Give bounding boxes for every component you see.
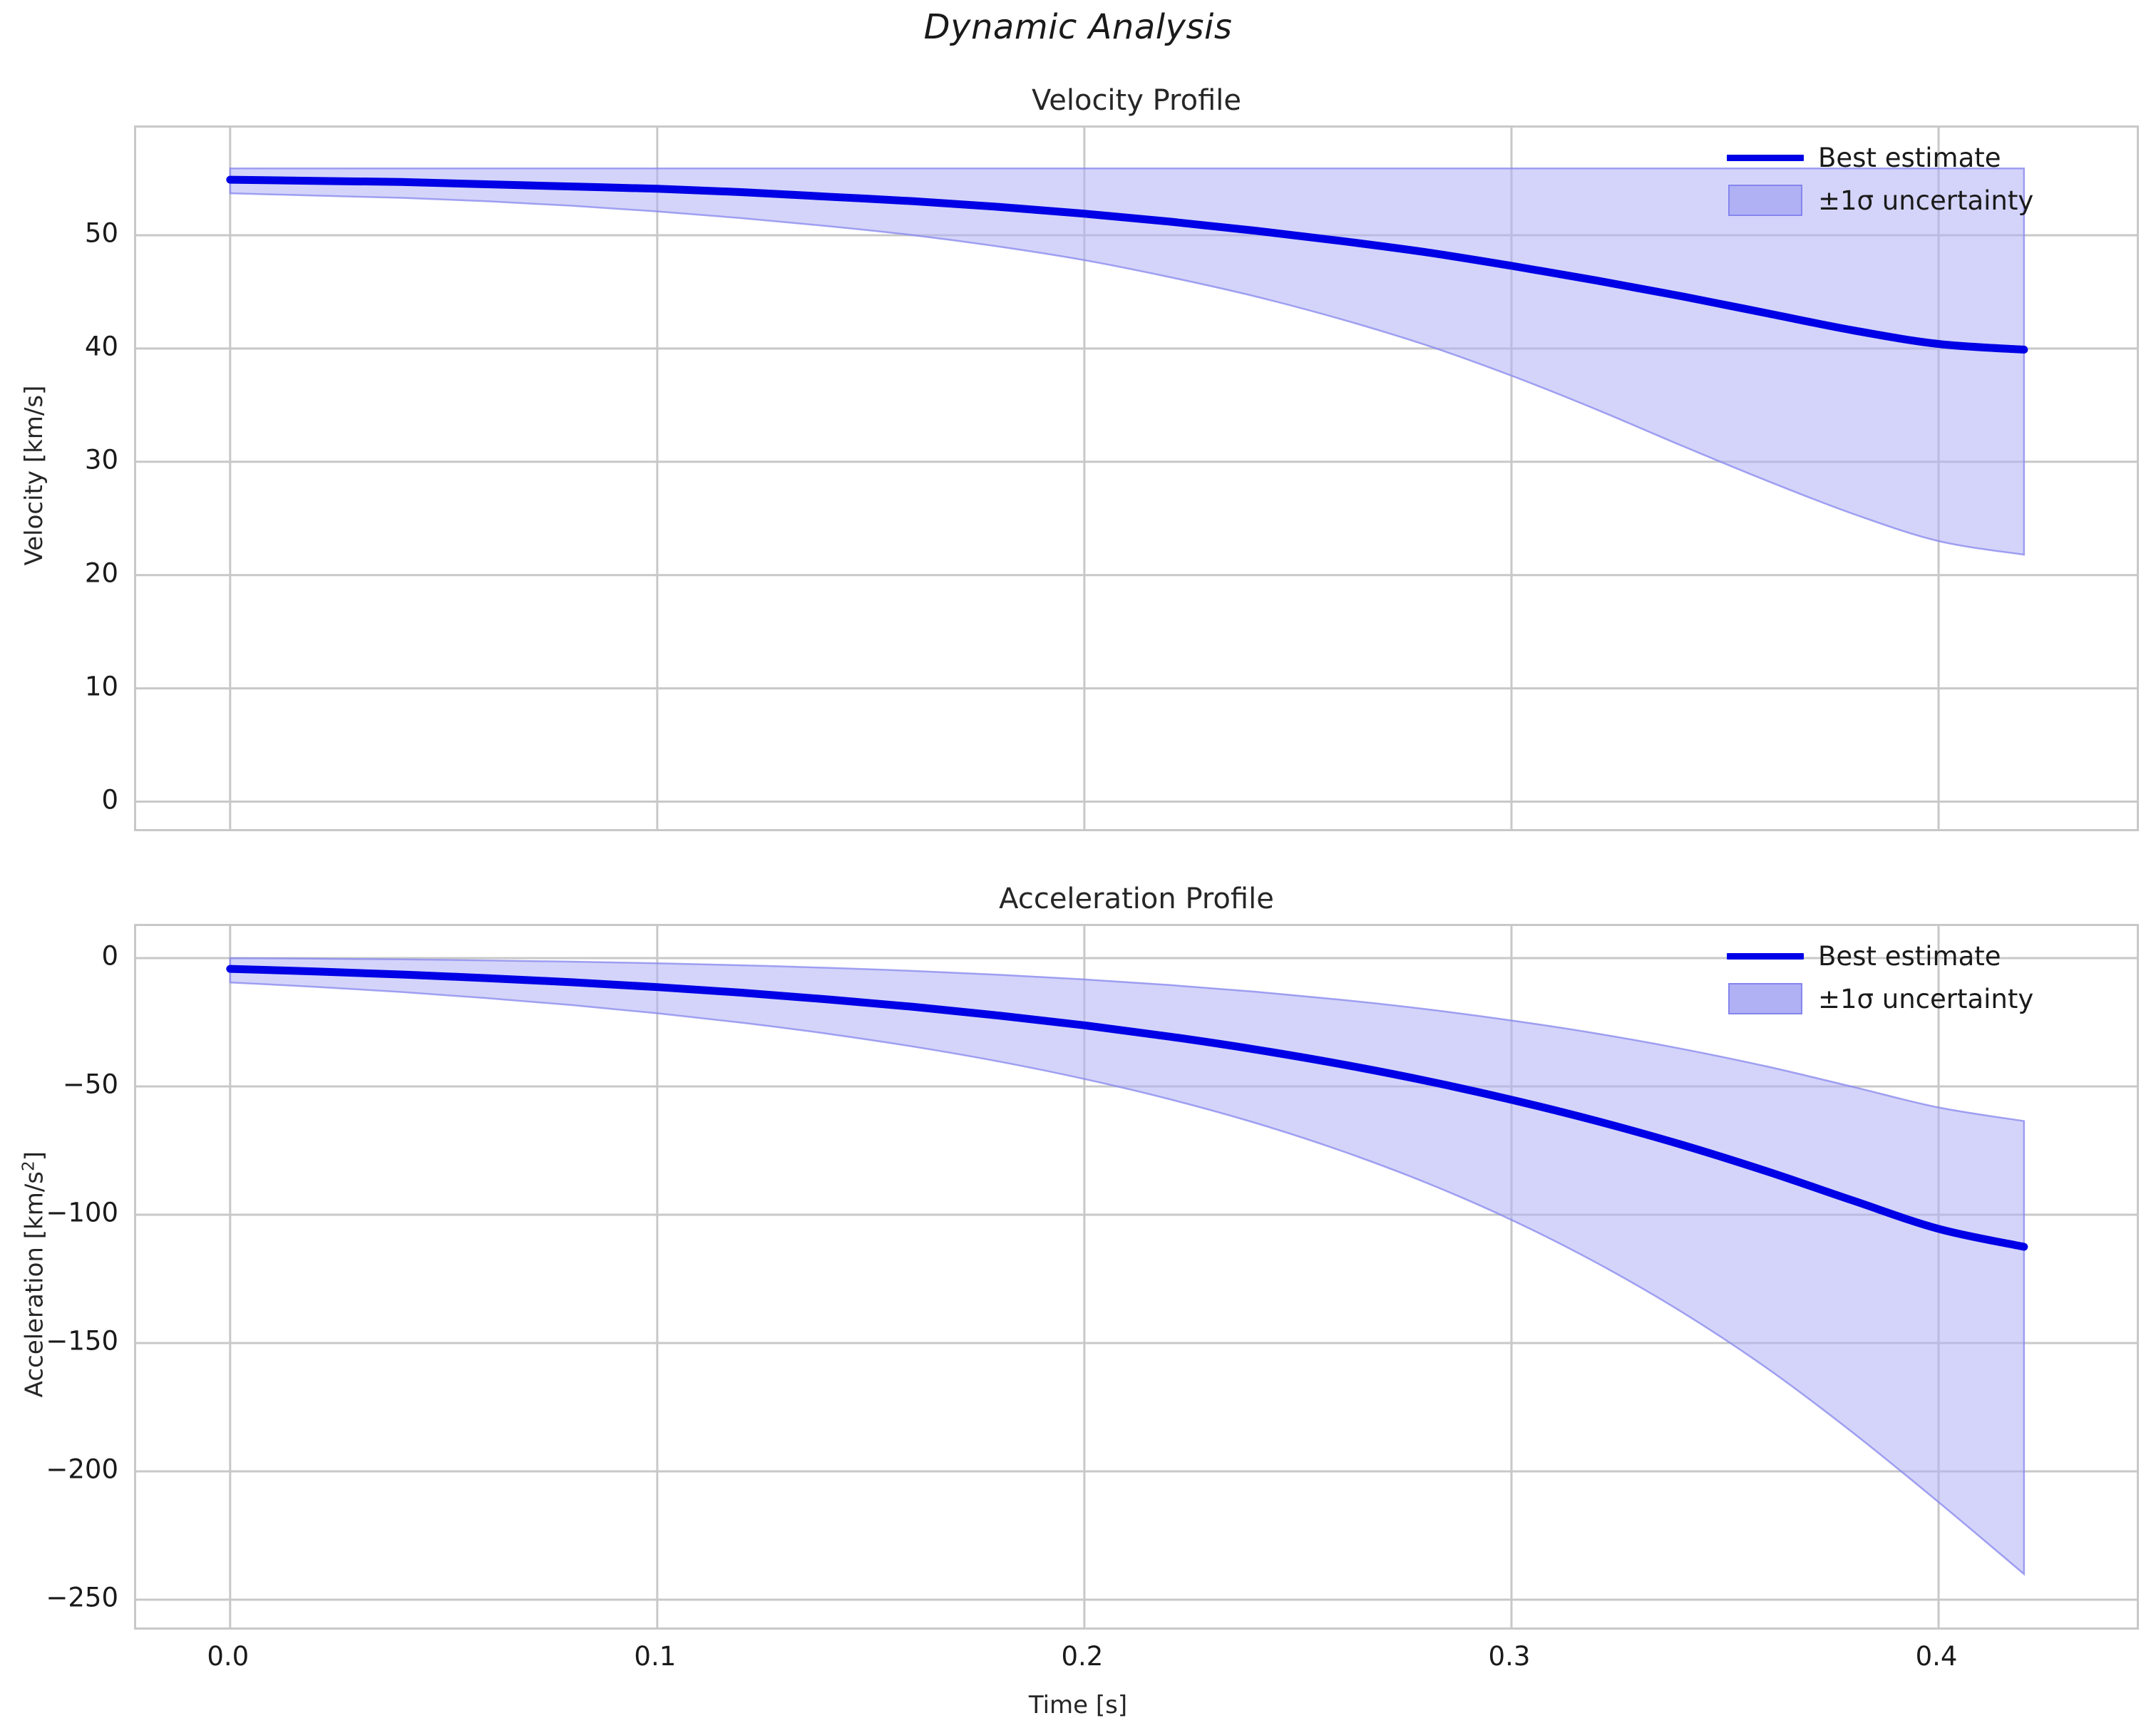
- legend-line-swatch: [1725, 940, 1805, 972]
- legend-label-best-estimate: Best estimate: [1818, 142, 2001, 173]
- acceleration-y-axis-label-close: ]: [20, 1151, 49, 1161]
- y-tick-label: −200: [46, 1454, 118, 1485]
- figure-suptitle: Dynamic Analysis: [923, 7, 1233, 47]
- y-tick-label: 30: [84, 444, 118, 475]
- x-tick-label: 0.1: [634, 1641, 677, 1672]
- velocity-plot-svg: [136, 128, 2137, 829]
- y-tick-label: 0: [101, 940, 118, 972]
- acceleration-y-axis-label-text: Acceleration [km/s: [20, 1171, 49, 1398]
- x-axis-label: Time [s]: [1028, 1691, 1128, 1719]
- legend-label-uncertainty: ±1σ uncertainty: [1818, 983, 2034, 1014]
- velocity-plot-area: [134, 125, 2139, 831]
- y-tick-label: 50: [84, 217, 118, 249]
- y-tick-label: −250: [46, 1582, 118, 1613]
- axes-title-acceleration: Acceleration Profile: [999, 883, 1274, 915]
- acceleration-legend: Best estimate ±1σ uncertainty: [1725, 940, 2033, 1015]
- legend-band-swatch: [1725, 982, 1805, 1015]
- velocity-legend: Best estimate ±1σ uncertainty: [1725, 141, 2033, 217]
- velocity-y-axis-label: Velocity [km/s]: [20, 385, 48, 566]
- axes-title-velocity: Velocity Profile: [1031, 84, 1241, 117]
- y-tick-label: −100: [46, 1197, 118, 1228]
- legend-band-swatch: [1725, 184, 1805, 217]
- acceleration-y-axis-label-exponent: 2: [19, 1161, 38, 1171]
- x-tick-label: 0.3: [1488, 1641, 1531, 1672]
- y-tick-label: 40: [84, 331, 118, 362]
- x-tick-label: 0.0: [207, 1641, 250, 1672]
- y-tick-label: −50: [62, 1069, 118, 1100]
- y-tick-label: −150: [46, 1325, 118, 1357]
- x-tick-label: 0.4: [1915, 1641, 1958, 1672]
- legend-entry-best-estimate: Best estimate: [1725, 940, 2033, 972]
- y-tick-label: 0: [101, 784, 118, 815]
- y-tick-label: 10: [84, 671, 118, 702]
- legend-entry-best-estimate: Best estimate: [1725, 141, 2033, 174]
- legend-label-uncertainty: ±1σ uncertainty: [1818, 185, 2034, 216]
- legend-entry-uncertainty: ±1σ uncertainty: [1725, 982, 2033, 1015]
- acceleration-y-axis-label: Acceleration [km/s2]: [19, 922, 48, 1627]
- legend-label-best-estimate: Best estimate: [1818, 940, 2001, 972]
- legend-entry-uncertainty: ±1σ uncertainty: [1725, 184, 2033, 217]
- acceleration-plot-svg: [136, 926, 2137, 1627]
- x-tick-label: 0.2: [1061, 1641, 1104, 1672]
- acceleration-plot-area: [134, 924, 2139, 1630]
- legend-line-swatch: [1725, 141, 1805, 174]
- y-tick-label: 20: [84, 557, 118, 589]
